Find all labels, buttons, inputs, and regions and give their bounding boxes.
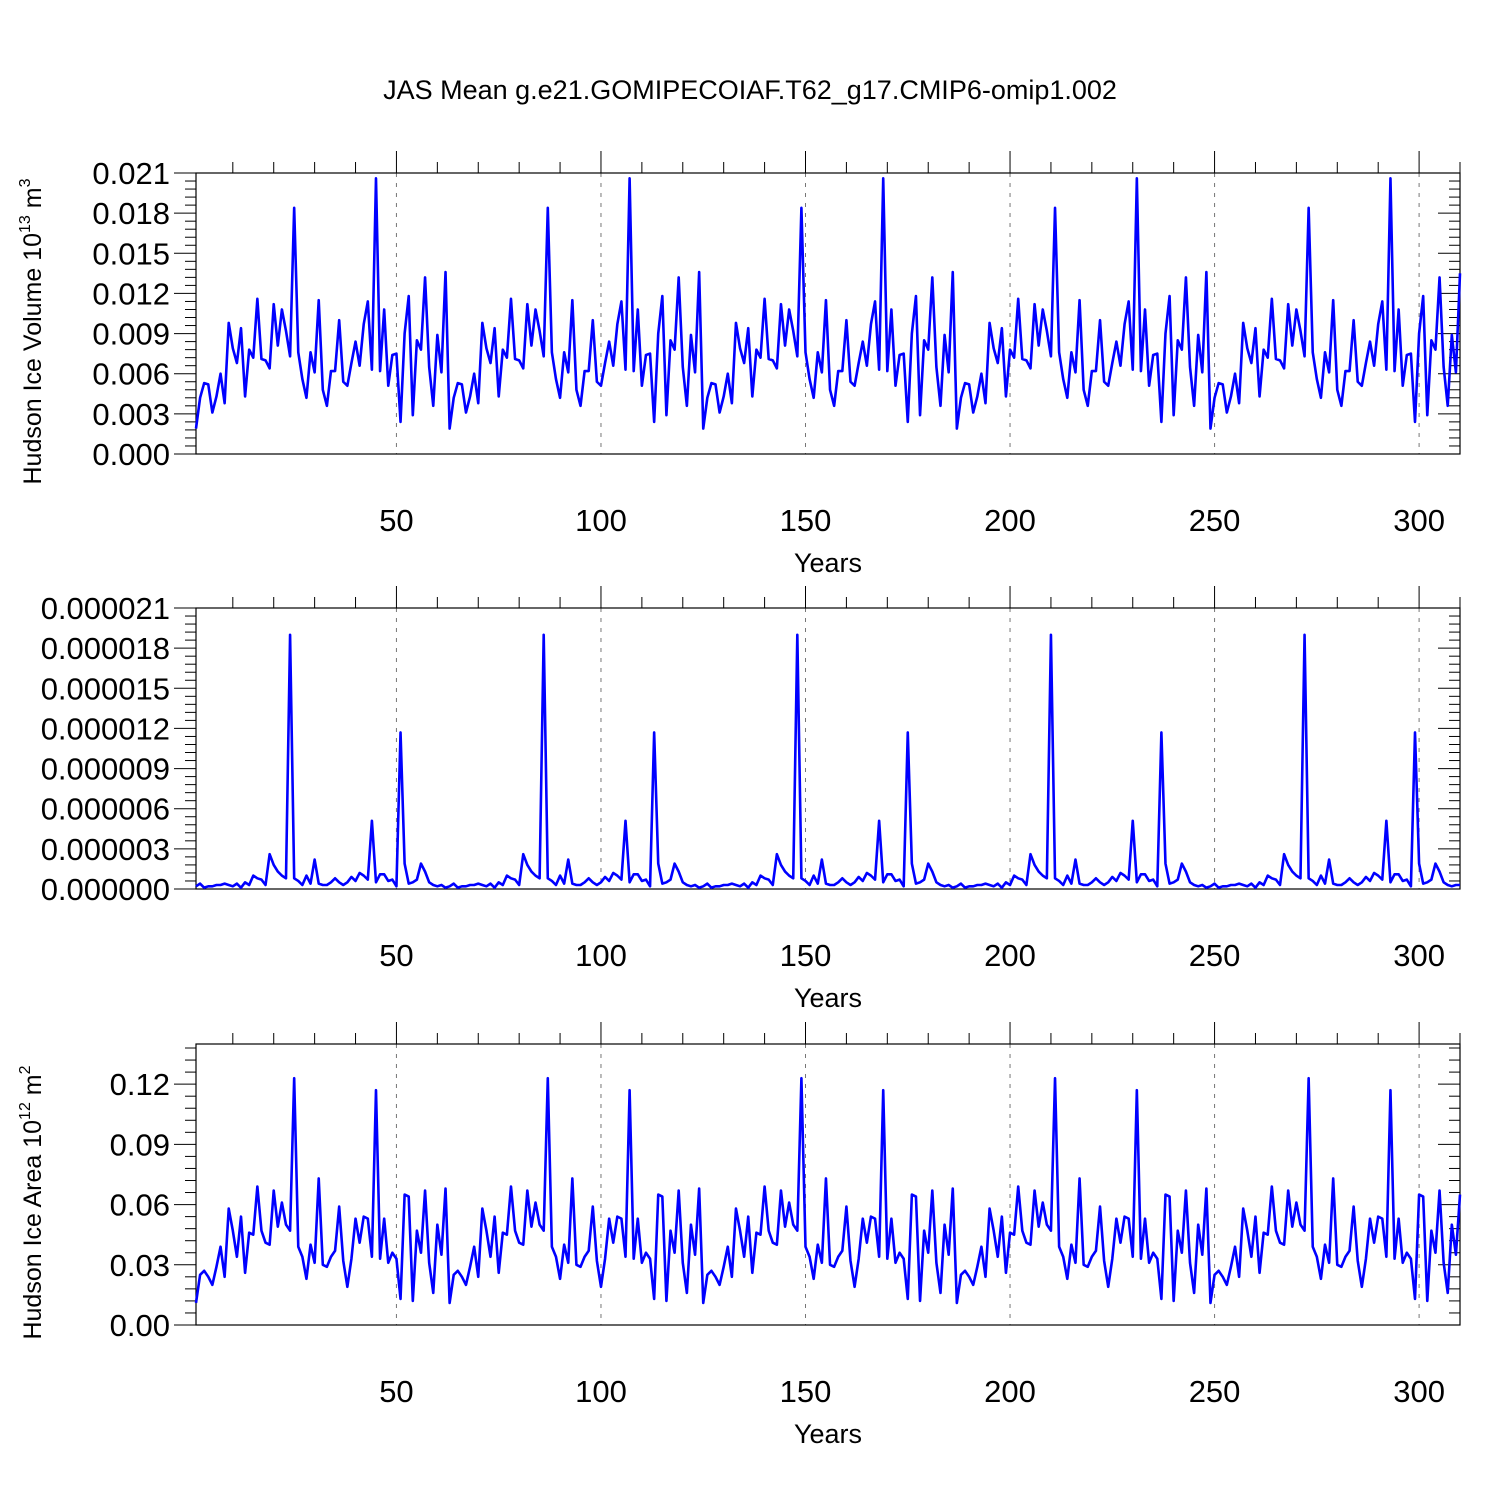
panel-middle: 0.000000 0.000003 0.000006 0.000009 0.000012… — [41, 586, 1461, 1013]
y-tick-label: 0.000012 — [41, 711, 170, 746]
x-tick-label: 300 — [1393, 938, 1445, 973]
y-tick-label: 0.00 — [110, 1308, 170, 1343]
x-tick-label: 150 — [780, 938, 832, 973]
y-tick-label: 0.000009 — [41, 752, 170, 787]
x-tick-label: 100 — [575, 1374, 627, 1409]
panel-ice-volume: 0.000 0.003 0.006 0.009 0.012 0.015 0.018 0.021… — [17, 151, 1462, 578]
chart-title: JAS Mean g.e21.GOMIPECOIAF.T62_g17.CMIP6… — [383, 75, 1117, 105]
x-tick-label: 200 — [984, 938, 1036, 973]
x-tick-label: 100 — [575, 938, 627, 973]
series-line — [195, 633, 1460, 889]
x-tick-label: 200 — [984, 1374, 1036, 1409]
panel-ice-area: 0.00 0.03 0.06 0.09 0.12 50 100 150 200 250 300 Yea… — [17, 1022, 1462, 1449]
x-axis-label: Years — [794, 548, 862, 578]
x-tick-label: 100 — [575, 503, 627, 538]
plot-frame — [195, 172, 1461, 455]
y-tick-label: 0.018 — [92, 196, 170, 231]
y-tick-label: 0.000 — [92, 437, 170, 472]
x-tick-label: 250 — [1189, 938, 1241, 973]
y-tick-label: 0.09 — [110, 1127, 170, 1162]
y-tick-label: 0.06 — [110, 1188, 170, 1223]
y-tick-label: 0.009 — [92, 317, 170, 352]
series-line — [194, 177, 1462, 430]
y-tick-label: 0.000018 — [41, 631, 170, 666]
x-tick-label: 50 — [379, 503, 413, 538]
x-tick-label: 50 — [379, 938, 413, 973]
x-tick-label: 50 — [379, 1374, 413, 1409]
y-axis-label: Hudson Ice Area 1012 m2 — [17, 1065, 47, 1339]
y-tick-label: 0.03 — [110, 1248, 170, 1283]
x-tick-label: 250 — [1189, 1374, 1241, 1409]
y-tick-label: 0.006 — [92, 357, 170, 392]
y-tick-label: 0.000021 — [41, 591, 170, 626]
y-tick-label: 0.000000 — [41, 872, 170, 907]
y-tick-label: 0.12 — [110, 1067, 170, 1102]
x-tick-label: 300 — [1393, 503, 1445, 538]
x-tick-label: 250 — [1189, 503, 1241, 538]
y-tick-label: 0.012 — [92, 276, 170, 311]
x-axis-label: Years — [794, 983, 862, 1013]
x-tick-label: 300 — [1393, 1374, 1445, 1409]
y-tick-label: 0.003 — [92, 397, 170, 432]
y-axis-label: Hudson Ice Volume 1013 m3 — [17, 178, 47, 484]
x-tick-label: 150 — [780, 1374, 832, 1409]
y-tick-label: 0.000006 — [41, 792, 170, 827]
x-tick-label: 200 — [984, 503, 1036, 538]
y-tick-label: 0.000003 — [41, 832, 170, 867]
x-tick-label: 150 — [780, 503, 832, 538]
series-line — [194, 1076, 1462, 1305]
y-tick-label: 0.015 — [92, 236, 170, 271]
x-axis-label: Years — [794, 1419, 862, 1449]
y-tick-label: 0.000015 — [41, 671, 170, 706]
plot-frame — [195, 607, 1461, 890]
plot-frame — [195, 1043, 1461, 1326]
y-tick-label: 0.021 — [92, 156, 170, 191]
